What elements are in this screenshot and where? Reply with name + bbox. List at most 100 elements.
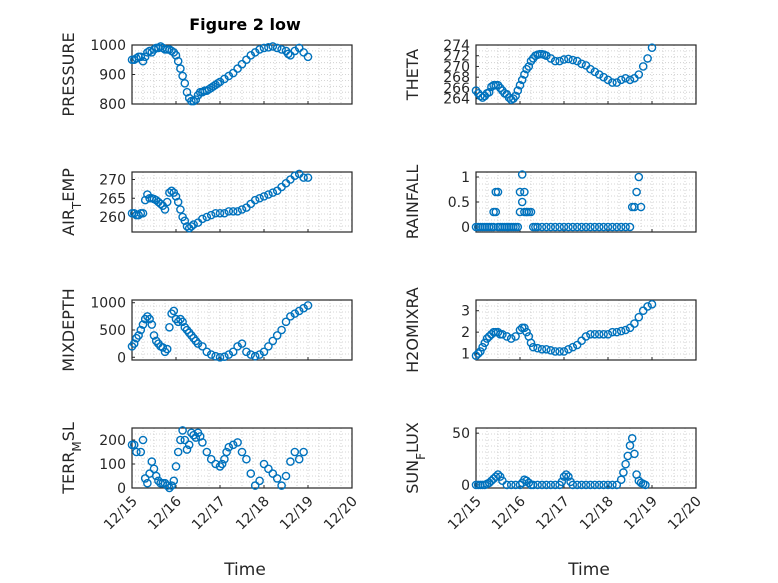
data-point — [286, 457, 295, 466]
data-point — [255, 350, 264, 359]
data-point — [255, 476, 264, 486]
data-point — [299, 173, 308, 182]
data-point — [498, 329, 507, 339]
data-point — [533, 343, 542, 353]
data-point — [303, 52, 313, 62]
data-point — [568, 480, 578, 490]
data-point — [506, 480, 516, 490]
data-point — [259, 459, 269, 469]
data-point — [526, 207, 536, 217]
data-point — [149, 331, 159, 340]
data-point — [138, 56, 148, 66]
data-point — [493, 470, 503, 479]
data-point — [228, 347, 238, 357]
y-tick-label: 266 — [443, 81, 470, 97]
data-point — [557, 477, 567, 487]
data-point — [165, 322, 174, 332]
data-point — [189, 220, 198, 229]
data-point — [533, 222, 542, 232]
data-point — [299, 447, 308, 457]
data-point — [502, 480, 512, 490]
data-point — [242, 454, 251, 464]
x-tick-label: 12/16 — [145, 493, 185, 533]
data-point — [255, 45, 264, 54]
y-tick-label: 2 — [461, 325, 470, 341]
y-axis-label: AIRTEMP — [59, 168, 84, 236]
data-point — [546, 346, 556, 355]
data-point — [524, 62, 534, 71]
data-point — [224, 442, 234, 452]
data-point — [178, 317, 187, 327]
data-point — [167, 481, 176, 490]
data-point — [599, 72, 608, 82]
data-point — [608, 327, 617, 337]
data-point — [286, 51, 295, 60]
data-point — [140, 52, 150, 62]
data-point — [522, 327, 531, 337]
subplot-air-temp: 260 265 270 AIRTEMP — [59, 168, 353, 236]
data-point — [290, 171, 300, 181]
y-tick-label: 0 — [461, 478, 470, 494]
data-point — [233, 342, 242, 351]
data-point — [616, 75, 626, 85]
data-point — [473, 349, 483, 358]
data-point — [568, 222, 578, 232]
y-axis-label: H2OMIXRA — [403, 287, 422, 373]
data-point — [202, 347, 212, 357]
data-point — [537, 222, 547, 232]
data-point — [180, 216, 190, 226]
data-point — [160, 205, 170, 214]
data-point — [537, 344, 547, 354]
data-point — [180, 79, 190, 88]
data-point — [502, 332, 512, 341]
data-point — [542, 344, 551, 354]
data-point — [286, 312, 295, 321]
data-point — [140, 474, 150, 483]
data-point — [612, 327, 622, 337]
data-point — [237, 339, 247, 348]
data-point — [559, 472, 569, 481]
data-point — [471, 351, 481, 361]
x-axis-label-left: Time — [223, 560, 266, 580]
data-point — [176, 435, 185, 445]
data-point — [581, 222, 591, 232]
y-tick-label: 1 — [461, 170, 470, 186]
data-point — [299, 303, 308, 313]
data-point — [621, 73, 630, 83]
data-point — [246, 350, 256, 359]
data-point — [187, 222, 196, 231]
y-tick-label: 100 — [99, 457, 126, 473]
data-point — [250, 351, 260, 361]
data-point — [559, 55, 569, 64]
y-tick-label: 1 — [461, 347, 470, 363]
data-point — [586, 480, 595, 490]
data-point — [559, 222, 569, 232]
data-point — [202, 447, 212, 457]
y-tick-label: 0.5 — [448, 195, 470, 211]
data-point — [180, 435, 190, 445]
data-point — [228, 68, 238, 78]
data-point — [136, 52, 146, 62]
data-point — [555, 347, 564, 356]
data-point — [524, 478, 534, 488]
data-point — [513, 222, 523, 232]
data-point — [165, 483, 174, 493]
data-point — [603, 329, 613, 339]
axes-frame — [475, 299, 697, 361]
y-tick-label: 272 — [443, 49, 470, 65]
data-point — [281, 471, 291, 481]
data-point — [480, 338, 490, 348]
data-point — [259, 347, 269, 357]
data-point — [632, 187, 641, 197]
data-point — [176, 205, 185, 214]
data-point — [590, 480, 600, 490]
data-point — [517, 75, 527, 85]
data-point — [612, 222, 622, 232]
data-point — [625, 75, 635, 85]
y-tick-label: 0 — [117, 350, 126, 366]
data-point — [643, 54, 652, 63]
data-point — [493, 187, 503, 197]
data-point — [478, 342, 487, 352]
data-point — [171, 462, 181, 471]
data-point — [517, 170, 527, 179]
